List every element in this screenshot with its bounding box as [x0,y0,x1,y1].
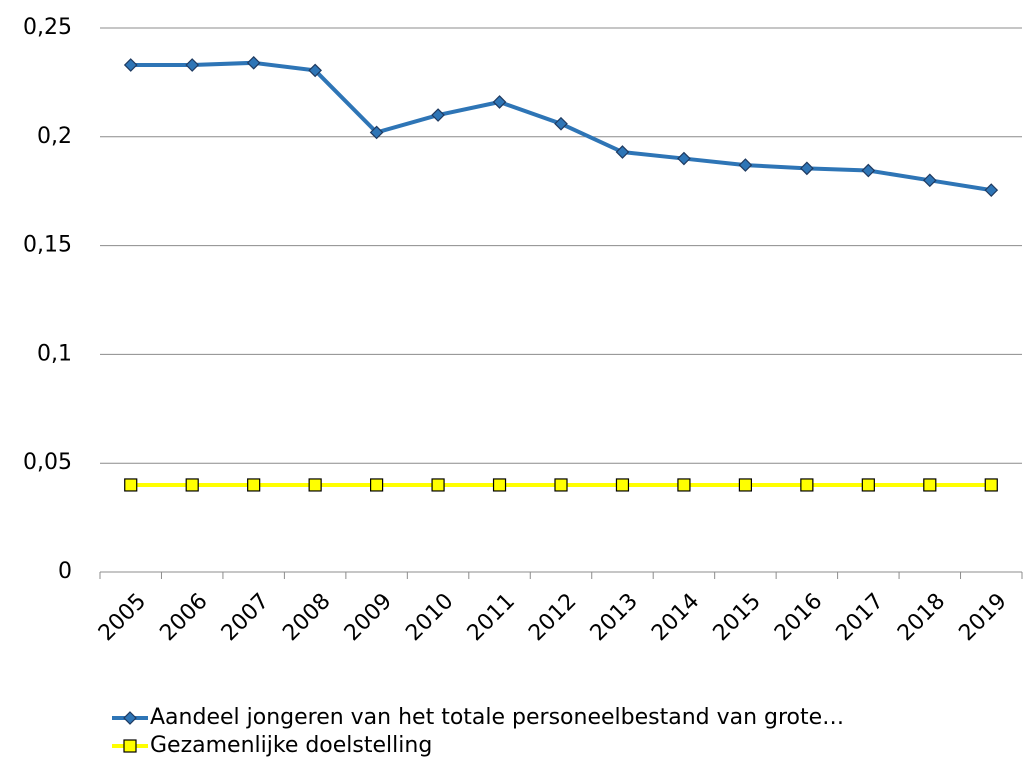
x-tick-label: 2010 [401,589,458,646]
marker [554,478,568,492]
x-tick-label: 2007 [217,589,274,646]
marker [370,478,384,492]
x-tick-label: 2018 [893,589,950,646]
x-tick-label: 2014 [647,589,704,646]
marker [984,183,999,197]
marker [247,478,261,492]
y-tick-label: 0,05 [23,450,72,475]
marker [738,158,753,172]
marker [615,478,630,492]
marker [615,145,630,159]
legend-label: Gezamenlijke doelstelling [150,733,432,758]
marker [861,163,876,178]
marker [369,125,384,140]
x-tick-label: 2006 [155,589,212,646]
x-tick-label: 2009 [340,589,397,646]
marker [308,478,322,492]
y-tick-label: 0,2 [37,124,72,149]
y-tick-label: 0,15 [23,233,72,258]
marker [431,108,445,122]
marker [800,478,814,492]
x-tick-label: 2011 [463,589,520,646]
x-tick-label: 2019 [954,589,1011,646]
x-tick-label: 2015 [709,589,766,646]
y-tick-label: 0 [58,559,72,584]
marker [861,478,875,492]
x-tick-label: 2013 [586,589,643,646]
y-tick-label: 0,25 [23,15,72,40]
y-tick-label: 0,1 [37,341,72,366]
marker [922,173,937,188]
x-tick-label: 2005 [94,589,151,646]
marker [923,478,937,492]
marker [492,95,507,109]
x-tick-label: 2008 [278,589,335,646]
x-tick-label: 2012 [524,589,581,646]
x-tick-label: 2017 [832,589,889,646]
marker [431,478,445,492]
marker [123,739,137,753]
legend-label: Aandeel jongeren van het totale personee… [150,705,844,730]
marker [677,478,691,492]
marker [984,478,998,492]
marker [246,55,261,70]
marker [800,161,814,176]
marker [124,478,138,492]
marker [308,63,322,78]
x-tick-label: 2016 [770,589,827,646]
marker [738,478,753,492]
marker [123,58,138,72]
marker [677,151,691,166]
marker [185,478,199,492]
marker [554,116,568,131]
marker [123,711,137,725]
marker [185,58,200,72]
marker [492,478,507,492]
